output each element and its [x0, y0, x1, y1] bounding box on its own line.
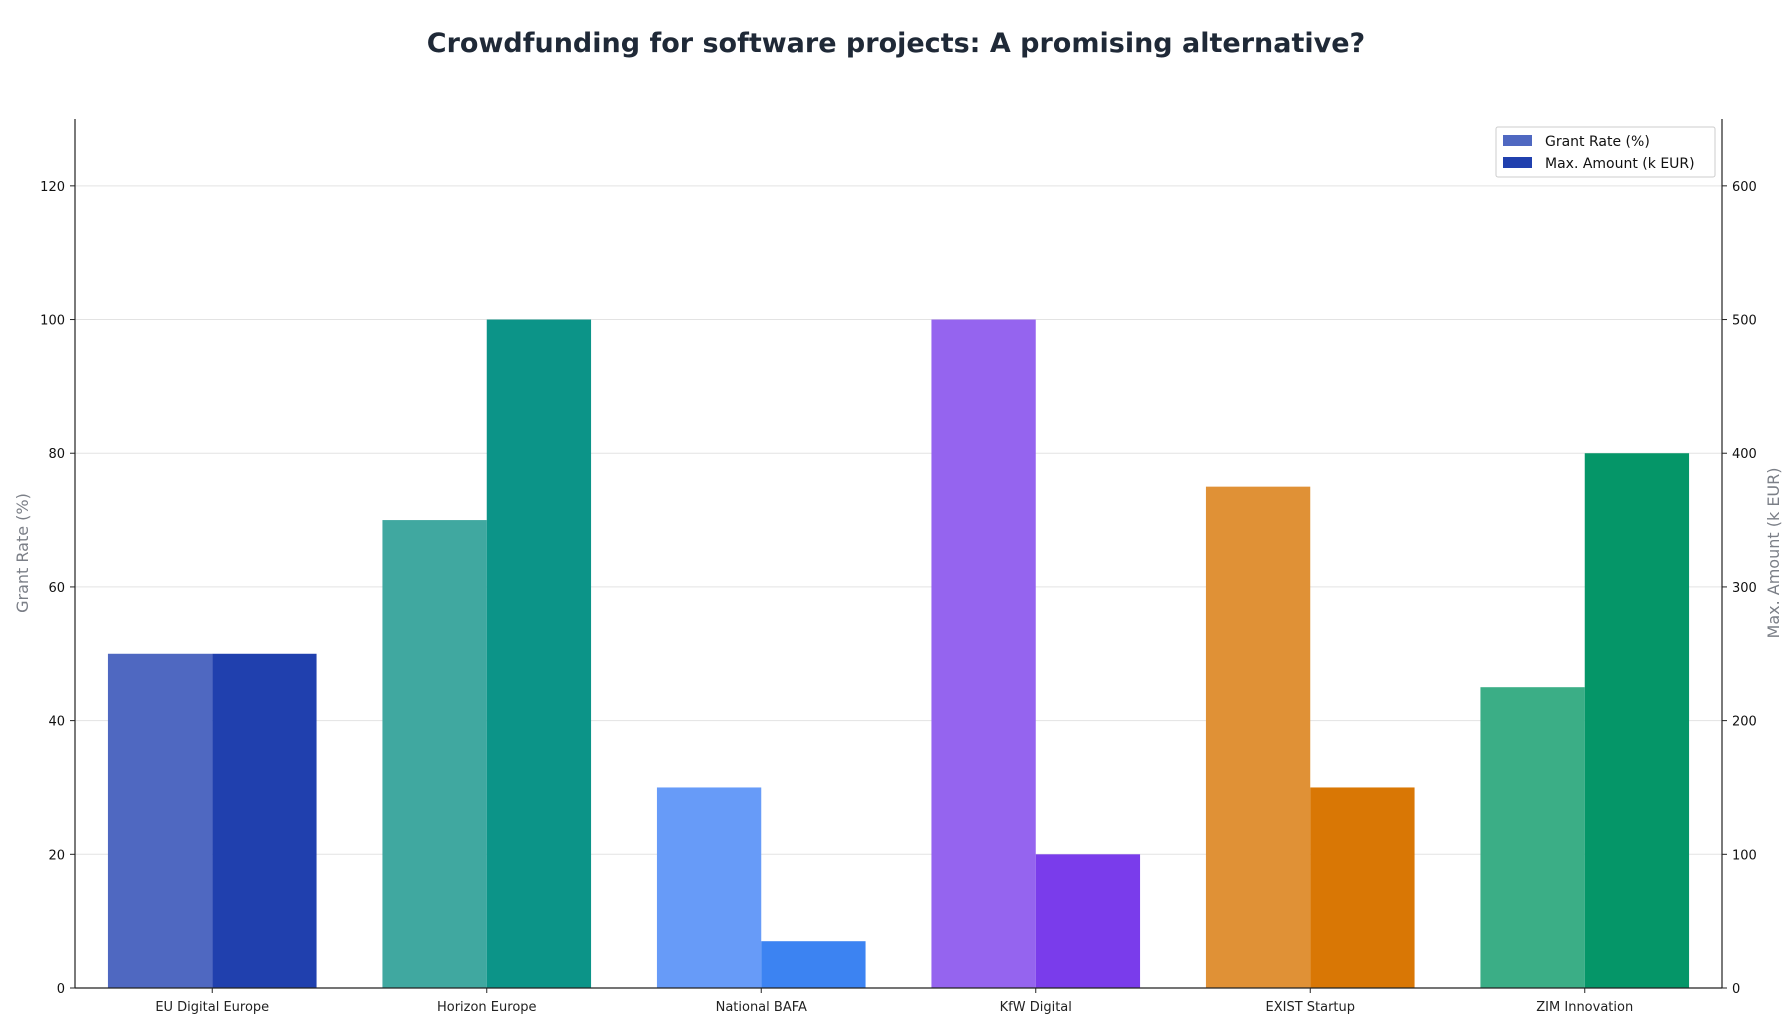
chart-title: Crowdfunding for software projects: A pr… — [427, 28, 1365, 59]
x-tick-label-1: Horizon Europe — [437, 1000, 537, 1015]
y-left-tick-label-0: 0 — [57, 982, 65, 997]
y-right-tick-label-3: 300 — [1732, 581, 1757, 596]
y-right-axis-label: Max. Amount (k EUR) — [1764, 468, 1783, 639]
x-tick-label-3: KfW Digital — [1000, 1000, 1072, 1015]
bar-grant-rate-0 — [107, 653, 213, 988]
bar-max-amount-2 — [761, 941, 866, 988]
x-tick-label-0: EU Digital Europe — [155, 1000, 269, 1015]
bar-grant-rate-4 — [1205, 486, 1311, 988]
legend-label-grant-rate: Grant Rate (%) — [1545, 134, 1650, 150]
x-tick-label-2: National BAFA — [716, 1000, 807, 1015]
left-axis-ticks: 0 20 40 60 80 100 120 — [40, 180, 75, 997]
legend-box — [1495, 126, 1716, 178]
bar-max-amount-3 — [1035, 854, 1141, 988]
y-left-tick-label-1: 20 — [48, 848, 65, 863]
x-axis-labels: EU Digital Europe Horizon Europe National … — [155, 988, 1633, 1015]
bar-max-amount-1 — [486, 319, 592, 988]
bar-grant-rate-5 — [1480, 687, 1585, 988]
y-right-tick-label-4: 400 — [1732, 447, 1757, 462]
bar-grant-rate-2 — [656, 787, 762, 988]
y-right-tick-label-0: 0 — [1732, 982, 1740, 997]
legend-swatch-grant-rate — [1503, 135, 1532, 146]
grid-layer — [75, 185, 1722, 855]
y-right-tick-label-1: 100 — [1732, 848, 1757, 863]
y-left-tick-label-2: 40 — [48, 715, 65, 730]
bar-grant-rate-3 — [931, 319, 1036, 988]
y-left-tick-label-6: 120 — [40, 180, 65, 195]
bar-max-amount-0 — [212, 653, 317, 988]
y-left-tick-label-3: 60 — [48, 581, 65, 596]
y-right-tick-label-6: 600 — [1732, 180, 1757, 195]
y-right-tick-label-5: 500 — [1732, 314, 1757, 329]
x-tick-label-5: ZIM Innovation — [1536, 1000, 1633, 1015]
y-left-axis-label: Grant Rate (%) — [13, 493, 32, 613]
legend: Grant Rate (%) Max. Amount (k EUR) — [1495, 126, 1716, 178]
y-right-tick-label-2: 200 — [1732, 715, 1757, 730]
y-left-tick-label-4: 80 — [48, 447, 65, 462]
bar-max-amount-4 — [1310, 787, 1415, 988]
bar-max-amount-5 — [1584, 453, 1690, 988]
legend-swatch-max-amount — [1503, 157, 1532, 168]
bar-grant-rate-1 — [382, 520, 487, 988]
right-axis-ticks: 0 100 200 300 400 500 600 — [1722, 180, 1757, 997]
y-left-tick-label-5: 100 — [40, 314, 65, 329]
legend-label-max-amount: Max. Amount (k EUR) — [1545, 156, 1695, 172]
bars-layer — [107, 319, 1690, 988]
x-tick-label-4: EXIST Startup — [1265, 1000, 1355, 1015]
